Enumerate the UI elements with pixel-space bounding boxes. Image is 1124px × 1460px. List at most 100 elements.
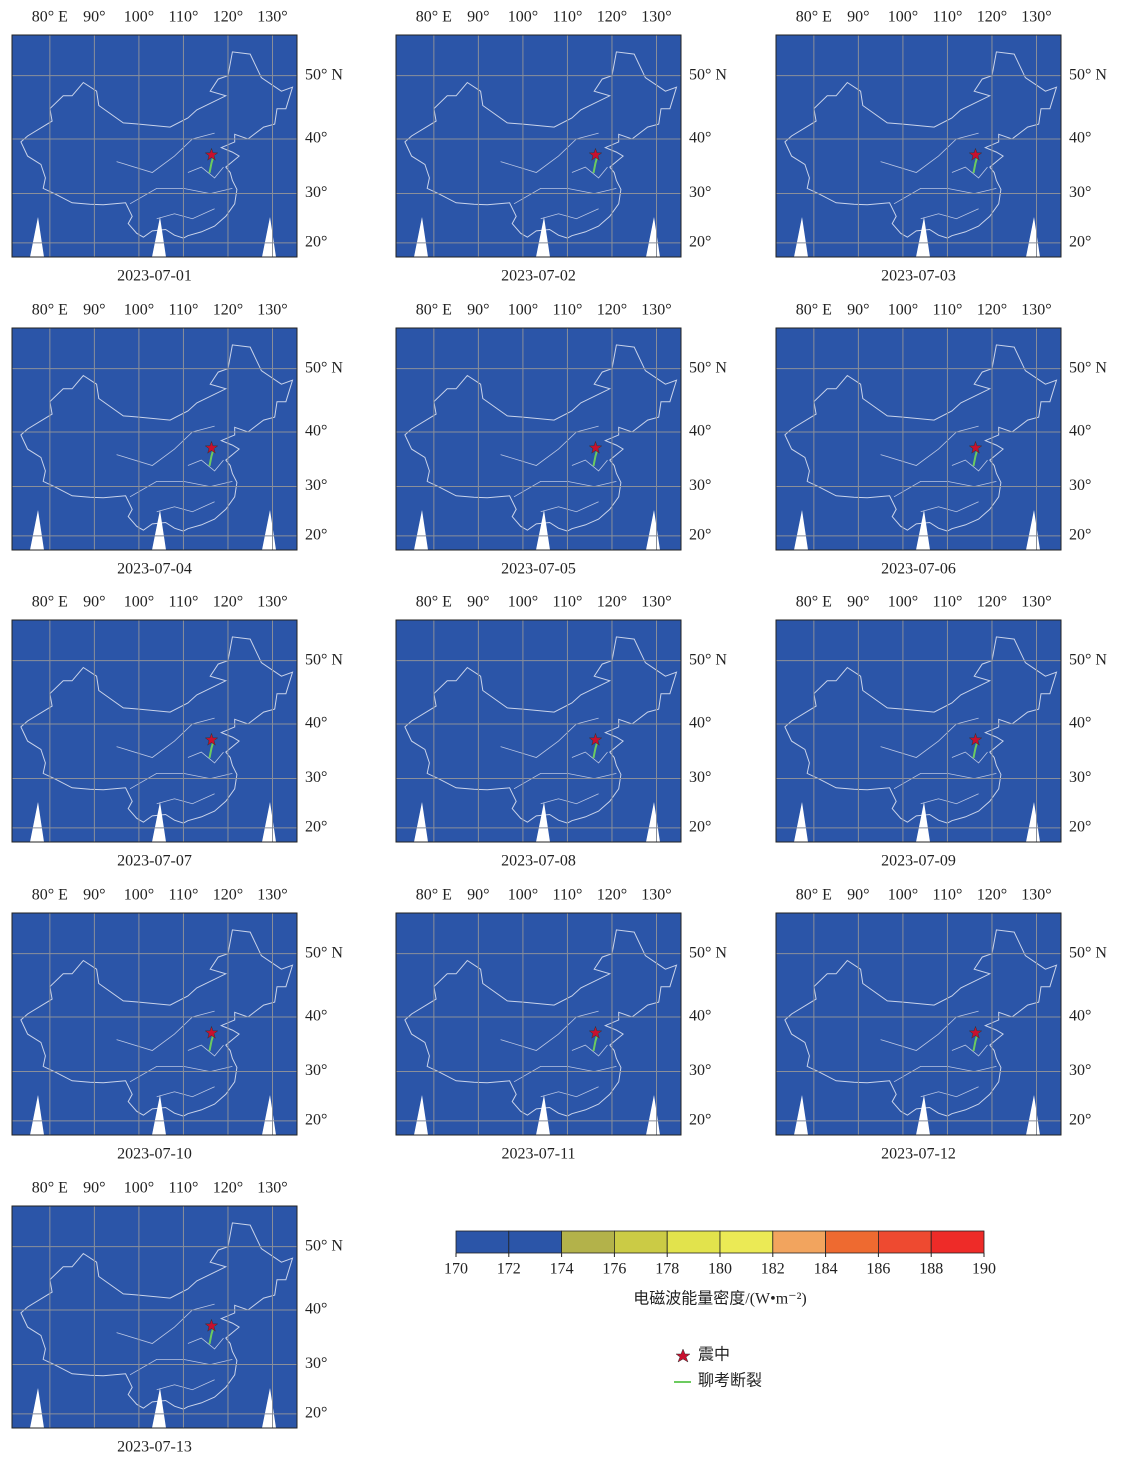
- y-tick-label: 40°: [1069, 1008, 1091, 1025]
- y-tick-label: 50° N: [305, 66, 343, 83]
- map-panel: 80° E90°100°110°120°130°50° N40°30°20°20…: [396, 302, 727, 578]
- y-tick-label: 50° N: [1069, 359, 1107, 376]
- map-background: [12, 1206, 297, 1428]
- x-tick-label: 80° E: [416, 302, 452, 319]
- y-tick-label: 50° N: [689, 651, 727, 668]
- map-background: [776, 913, 1061, 1135]
- map-area: [12, 620, 297, 842]
- y-tick-label: 40°: [1069, 715, 1091, 732]
- y-tick-label: 50° N: [689, 66, 727, 83]
- x-tick-label: 110°: [169, 887, 199, 904]
- map-background: [396, 913, 681, 1135]
- colorbar-segment: [614, 1231, 667, 1253]
- map-background: [396, 620, 681, 842]
- legend-star: [676, 1349, 690, 1362]
- x-tick-label: 100°: [888, 9, 918, 26]
- colorbar-tick-label: 190: [972, 1261, 996, 1278]
- y-tick-label: 50° N: [305, 1237, 343, 1254]
- colorbar-tick-label: 170: [444, 1261, 468, 1278]
- x-tick-label: 120°: [597, 594, 627, 611]
- x-tick-label: 90°: [847, 302, 869, 319]
- y-tick-label: 20°: [305, 527, 327, 544]
- y-tick-label: 30°: [1069, 1062, 1091, 1079]
- map-area: [12, 35, 297, 257]
- x-tick-label: 80° E: [796, 9, 832, 26]
- map-area: [776, 620, 1061, 842]
- x-tick-label: 130°: [257, 9, 287, 26]
- x-tick-label: 110°: [933, 887, 963, 904]
- x-tick-label: 80° E: [416, 594, 452, 611]
- x-tick-label: 110°: [169, 9, 199, 26]
- y-tick-label: 20°: [689, 819, 711, 836]
- x-tick-label: 110°: [553, 9, 583, 26]
- y-tick-label: 20°: [1069, 527, 1091, 544]
- x-tick-label: 80° E: [796, 302, 832, 319]
- y-tick-label: 30°: [689, 1062, 711, 1079]
- y-tick-label: 40°: [305, 130, 327, 147]
- y-tick-label: 40°: [689, 423, 711, 440]
- y-tick-label: 20°: [305, 1112, 327, 1129]
- x-tick-label: 100°: [888, 302, 918, 319]
- map-area: [396, 35, 681, 257]
- map-panel: 80° E90°100°110°120°130°50° N40°30°20°20…: [776, 9, 1107, 285]
- x-tick-label: 90°: [847, 887, 869, 904]
- x-tick-label: 130°: [641, 9, 671, 26]
- y-tick-label: 50° N: [1069, 66, 1107, 83]
- x-tick-label: 90°: [83, 1180, 105, 1197]
- map-panel: 80° E90°100°110°120°130°50° N40°30°20°20…: [12, 9, 343, 285]
- y-tick-label: 20°: [689, 234, 711, 251]
- x-tick-label: 100°: [124, 594, 154, 611]
- panel-date: 2023-07-04: [117, 561, 192, 578]
- map-panel: 80° E90°100°110°120°130°50° N40°30°20°20…: [12, 1180, 343, 1456]
- x-tick-label: 130°: [1021, 887, 1051, 904]
- legend-fault: 聊考断裂: [698, 1372, 762, 1390]
- map-area: [12, 328, 297, 550]
- x-tick-label: 100°: [888, 887, 918, 904]
- y-tick-label: 40°: [689, 715, 711, 732]
- map-area: [396, 328, 681, 550]
- colorbar-segment: [878, 1231, 931, 1253]
- map-area: [776, 35, 1061, 257]
- map-background: [396, 328, 681, 550]
- colorbar-tick-label: 172: [497, 1261, 521, 1278]
- panel-date: 2023-07-13: [117, 1439, 192, 1456]
- map-background: [776, 620, 1061, 842]
- y-tick-label: 30°: [689, 184, 711, 201]
- y-tick-label: 50° N: [1069, 651, 1107, 668]
- x-tick-label: 110°: [169, 302, 199, 319]
- y-tick-label: 50° N: [1069, 944, 1107, 961]
- x-tick-label: 130°: [641, 302, 671, 319]
- x-tick-label: 90°: [467, 887, 489, 904]
- x-tick-label: 80° E: [416, 9, 452, 26]
- y-tick-label: 20°: [305, 1405, 327, 1422]
- x-tick-label: 120°: [213, 9, 243, 26]
- map-panel: 80° E90°100°110°120°130°50° N40°30°20°20…: [12, 594, 343, 870]
- legend-epicenter: 震中: [698, 1346, 730, 1364]
- x-tick-label: 130°: [257, 302, 287, 319]
- colorbar-segment: [667, 1231, 720, 1253]
- x-tick-label: 90°: [847, 594, 869, 611]
- x-tick-label: 130°: [257, 594, 287, 611]
- y-tick-label: 40°: [305, 715, 327, 732]
- y-tick-label: 50° N: [305, 944, 343, 961]
- colorbar-tick-label: 176: [602, 1261, 626, 1278]
- y-tick-label: 40°: [1069, 130, 1091, 147]
- panel-date: 2023-07-05: [501, 561, 576, 578]
- x-tick-label: 120°: [213, 302, 243, 319]
- x-tick-label: 100°: [124, 1180, 154, 1197]
- x-tick-label: 120°: [977, 9, 1007, 26]
- x-tick-label: 120°: [597, 9, 627, 26]
- y-tick-label: 50° N: [305, 359, 343, 376]
- panel-date: 2023-07-03: [881, 268, 956, 285]
- y-tick-label: 20°: [305, 819, 327, 836]
- x-tick-label: 120°: [213, 594, 243, 611]
- x-tick-label: 100°: [124, 9, 154, 26]
- panel-date: 2023-07-06: [881, 561, 956, 578]
- x-tick-label: 130°: [1021, 9, 1051, 26]
- figure: 电磁波能量密度/(W•m⁻²) 震中 聊考断裂 80° E90°100°110°…: [0, 0, 1124, 1460]
- x-tick-label: 120°: [597, 887, 627, 904]
- map-panel: 80° E90°100°110°120°130°50° N40°30°20°20…: [776, 594, 1107, 870]
- panel-date: 2023-07-09: [881, 853, 956, 870]
- y-tick-label: 20°: [1069, 234, 1091, 251]
